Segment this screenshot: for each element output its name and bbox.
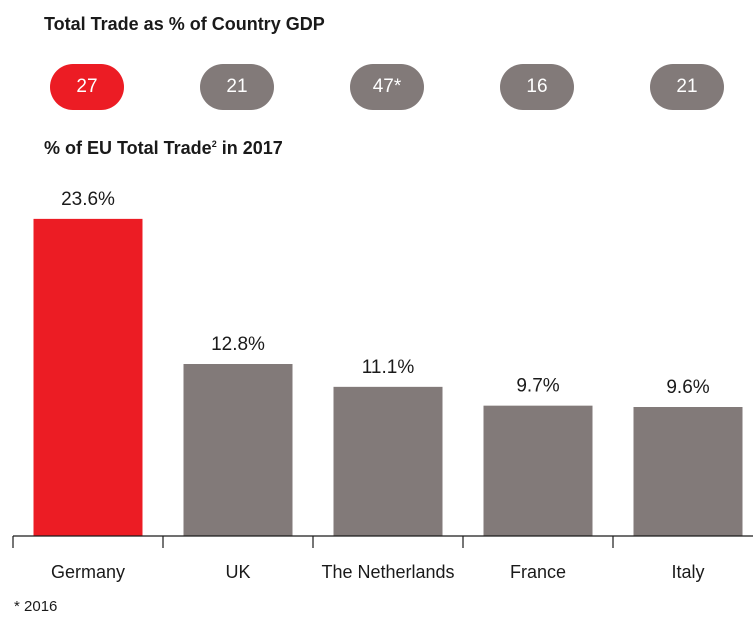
tick-label-uk: UK (225, 562, 250, 582)
gdp-pill-uk: 21 (200, 64, 274, 110)
chart-title: % of EU Total Trade2 in 2017 (44, 138, 283, 159)
data-label-the-netherlands: 11.1% (362, 357, 415, 378)
data-label-germany: 23.6% (61, 189, 115, 210)
data-label-france: 9.7% (516, 376, 559, 397)
gdp-pill-italy: 21 (650, 64, 724, 110)
tick-label-germany: Germany (51, 562, 125, 582)
bar-uk (183, 364, 293, 536)
bar-germany (33, 218, 143, 536)
footnote: * 2016 (14, 598, 58, 615)
bar-the-netherlands (333, 386, 443, 536)
tick-label-the-netherlands: The Netherlands (321, 562, 454, 582)
tick-label-italy: Italy (671, 562, 704, 582)
tick-label-france: France (510, 562, 566, 582)
chart-title-main: % of EU Total Trade (44, 138, 212, 158)
gdp-pill-netherlands: 47* (350, 64, 424, 110)
gdp-title: Total Trade as % of Country GDP (44, 14, 325, 34)
bar-france (483, 405, 593, 536)
gdp-pill-france: 16 (500, 64, 574, 110)
bar-italy (633, 407, 743, 536)
gdp-pill-germany: 27 (50, 64, 124, 110)
data-label-italy: 9.6% (666, 377, 709, 398)
chart-title-footnote-marker: 2 (211, 139, 217, 149)
data-label-uk: 12.8% (211, 334, 265, 355)
bar-chart: 23.6% Germany 12.8% UK 11.1% The Netherlands 9… (12, 189, 753, 582)
chart-title-suffix: in 2017 (221, 138, 283, 158)
gdp-pill-row: 27 21 47* 16 21 (0, 64, 753, 110)
